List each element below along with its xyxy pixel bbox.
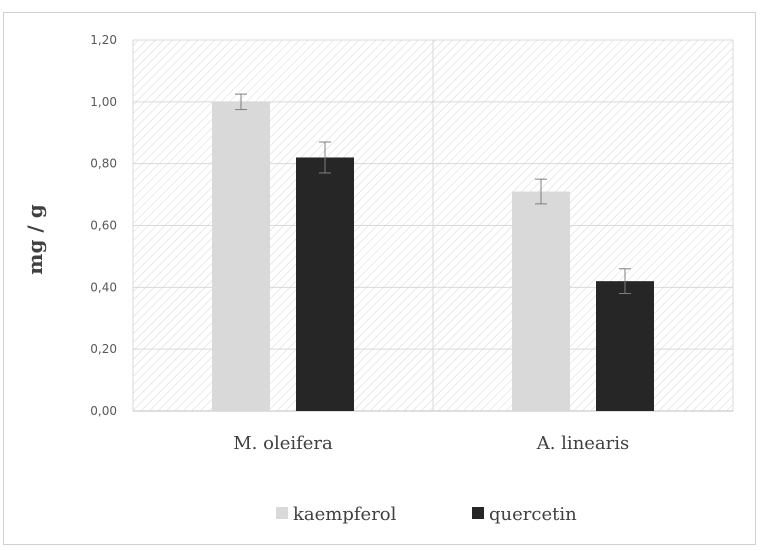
bar-quercetin <box>296 157 354 411</box>
legend-swatch-kaempferol <box>276 507 288 519</box>
y-tick-label: 0,40 <box>90 280 117 294</box>
legend-label-kaempferol: kaempferol <box>293 504 397 525</box>
legend-label-quercetin: quercetin <box>489 504 577 525</box>
legend-swatch-quercetin <box>472 507 484 519</box>
y-tick-label: 0,20 <box>90 342 117 356</box>
y-tick-label: 1,00 <box>90 95 117 109</box>
y-tick-label: 0,60 <box>90 219 117 233</box>
legend: kaempferol quercetin <box>276 504 577 525</box>
y-tick-labels: 0,00 0,20 0,40 0,60 0,80 1,00 1,20 <box>90 33 117 418</box>
y-tick-label: 1,20 <box>90 33 117 47</box>
x-category-label: M. oleifera <box>233 433 333 454</box>
bar-kaempferol <box>212 101 270 411</box>
x-category-labels: M. oleifera A. linearis <box>233 433 629 454</box>
bars <box>212 101 654 411</box>
y-tick-label: 0,80 <box>90 157 117 171</box>
y-tick-label: 0,00 <box>90 404 117 418</box>
bar-kaempferol <box>512 191 570 411</box>
bar-quercetin <box>596 281 654 411</box>
error-bars <box>235 93 631 295</box>
y-axis-label: mg / g <box>23 204 47 274</box>
x-category-label: A. linearis <box>536 433 630 454</box>
